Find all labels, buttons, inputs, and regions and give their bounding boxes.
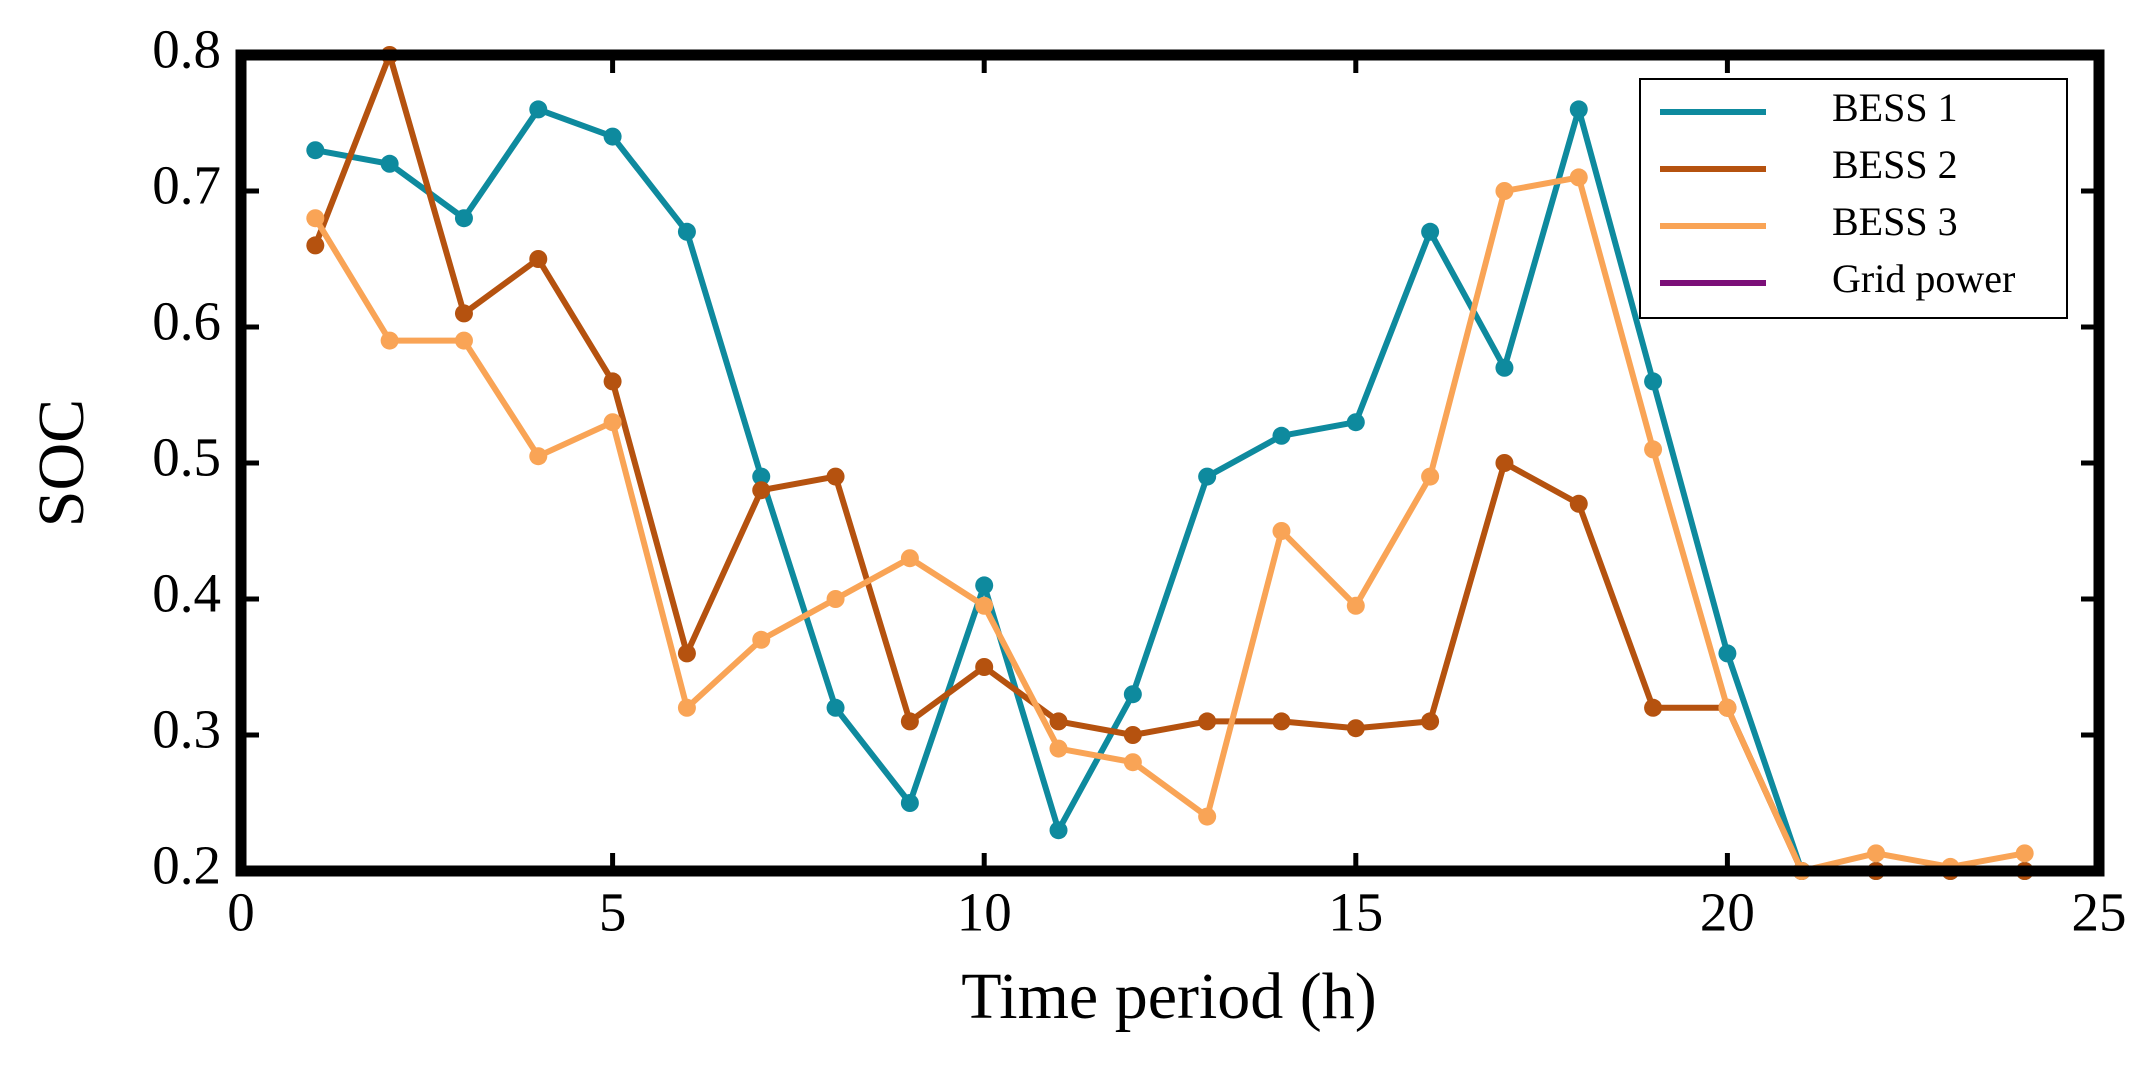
series-marker (975, 576, 994, 595)
series-marker (900, 712, 919, 731)
series-marker (1421, 222, 1440, 241)
series-marker (306, 209, 325, 228)
series-marker (900, 794, 919, 812)
series-marker (2015, 844, 2034, 863)
x-tick-label: 0 (227, 882, 255, 943)
y-tick-label: 0.6 (152, 291, 221, 352)
series-marker (1123, 753, 1142, 772)
series-marker (1495, 454, 1514, 472)
series-marker (1049, 821, 1068, 840)
series-marker (1644, 372, 1663, 391)
series-marker (826, 698, 845, 717)
series-marker (1421, 467, 1440, 486)
y-axis-label: SOC (25, 399, 98, 527)
series-marker (1495, 358, 1514, 377)
series-marker (454, 209, 473, 228)
y-tick-label: 0.8 (152, 19, 221, 80)
series-marker (1049, 712, 1068, 731)
series-marker (454, 304, 473, 323)
series-marker (1421, 712, 1440, 731)
series-marker (454, 331, 473, 350)
x-tick-label: 25 (2072, 882, 2127, 943)
y-tick-label: 0.3 (152, 699, 221, 760)
series-marker (1718, 644, 1737, 663)
series-marker (1346, 596, 1365, 615)
x-tick-label: 5 (599, 882, 627, 943)
series-marker (1272, 522, 1291, 540)
series-marker (1272, 426, 1291, 445)
series-marker (1123, 726, 1142, 744)
y-tick-label: 0.5 (152, 427, 221, 488)
series-marker (306, 141, 325, 160)
series-marker (826, 467, 845, 486)
series-marker (826, 590, 845, 608)
series-marker (1198, 712, 1217, 731)
legend-label: BESS 3 (1832, 199, 1958, 244)
series-marker (1718, 698, 1737, 717)
series-marker (529, 100, 548, 119)
series-marker (1867, 844, 1886, 863)
legend-label: BESS 1 (1832, 85, 1958, 130)
x-tick-label: 10 (957, 882, 1012, 943)
series-marker (1198, 807, 1217, 826)
series-marker (1198, 467, 1217, 486)
series-marker (975, 596, 994, 615)
series-marker (603, 413, 622, 432)
x-tick-label: 20 (1700, 882, 1755, 943)
series-marker (1644, 698, 1663, 717)
series-marker (380, 154, 399, 173)
series-marker (752, 630, 771, 649)
series-marker (1569, 168, 1588, 187)
series-marker (380, 331, 399, 350)
series-marker (603, 372, 622, 391)
series-marker (1644, 440, 1663, 459)
series-marker (1346, 413, 1365, 432)
series-marker (752, 481, 771, 500)
series-marker (529, 447, 548, 466)
x-axis-label: Time period (h) (961, 960, 1377, 1033)
series-marker (677, 222, 696, 241)
legend-label: BESS 2 (1832, 142, 1958, 187)
series-marker (1049, 739, 1068, 758)
series-marker (1495, 182, 1514, 200)
series-marker (1272, 712, 1291, 731)
series-line (312, 174, 2026, 874)
legend-box (1639, 78, 2068, 319)
x-tick-label: 15 (1328, 882, 1383, 943)
y-tick-label: 0.2 (152, 835, 221, 896)
y-tick-label: 0.7 (152, 155, 221, 216)
series-marker (752, 467, 771, 486)
series-marker (1346, 719, 1365, 738)
series-marker (1123, 685, 1142, 704)
series-marker (603, 127, 622, 146)
series-marker (306, 236, 325, 255)
series-marker (677, 698, 696, 717)
legend-label: Grid power (1832, 256, 2015, 301)
series-marker (1569, 100, 1588, 119)
plot-frame (235, 49, 2105, 877)
series-marker (900, 549, 919, 568)
series-marker (677, 644, 696, 663)
series-line (314, 106, 2025, 874)
y-tick-label: 0.4 (152, 563, 221, 624)
series-marker (1569, 494, 1588, 513)
series-marker (975, 658, 994, 676)
series-marker (529, 250, 548, 268)
